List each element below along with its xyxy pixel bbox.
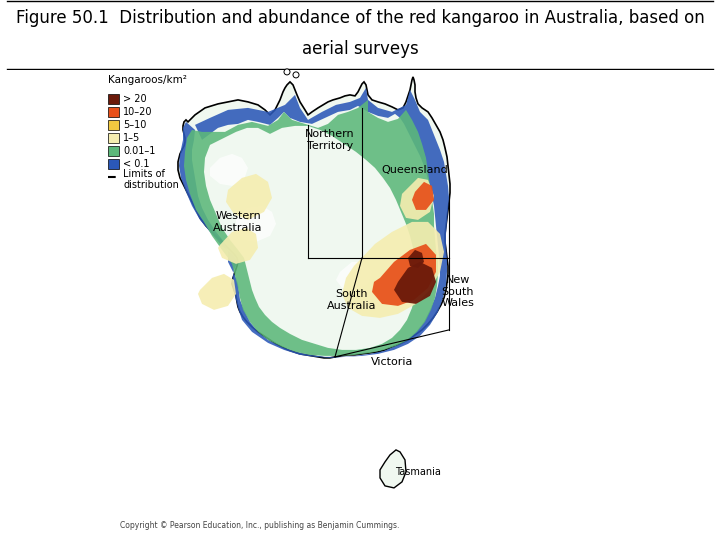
Text: Copyright © Pearson Education, Inc., publishing as Benjamin Cummings.: Copyright © Pearson Education, Inc., pub… <box>120 522 400 530</box>
Text: Figure 50.1  Distribution and abundance of the red kangaroo in Australia, based : Figure 50.1 Distribution and abundance o… <box>16 9 704 26</box>
Circle shape <box>284 69 290 75</box>
Polygon shape <box>342 222 444 318</box>
Text: Victoria: Victoria <box>371 357 413 367</box>
Polygon shape <box>412 182 434 210</box>
Text: Tasmania: Tasmania <box>395 467 441 477</box>
Bar <box>108 159 119 169</box>
Polygon shape <box>408 250 424 268</box>
Text: > 20: > 20 <box>123 94 147 104</box>
Text: Northern
Territory: Northern Territory <box>305 129 355 151</box>
Text: Western
Australia: Western Australia <box>213 211 263 233</box>
Text: Kangaroos/km²: Kangaroos/km² <box>108 75 187 85</box>
Polygon shape <box>210 154 248 186</box>
Text: aerial surveys: aerial surveys <box>302 40 418 58</box>
Text: Limits of: Limits of <box>123 169 165 179</box>
Polygon shape <box>184 100 438 356</box>
Text: New
South
Wales: New South Wales <box>441 275 474 308</box>
Text: < 0.1: < 0.1 <box>123 159 150 169</box>
Polygon shape <box>198 274 236 310</box>
Polygon shape <box>179 88 449 358</box>
Text: Queensland: Queensland <box>382 165 449 175</box>
Bar <box>108 94 119 104</box>
Text: 0.01–1: 0.01–1 <box>123 146 156 156</box>
Bar <box>108 133 119 143</box>
Polygon shape <box>400 178 434 220</box>
Polygon shape <box>218 228 258 264</box>
Text: 5–10: 5–10 <box>123 120 146 130</box>
Polygon shape <box>394 262 436 304</box>
Bar <box>108 120 119 130</box>
Polygon shape <box>236 206 276 242</box>
Polygon shape <box>380 450 406 488</box>
Text: South
Australia: South Australia <box>328 289 377 310</box>
Bar <box>108 107 119 117</box>
Polygon shape <box>372 244 436 306</box>
Polygon shape <box>178 77 450 358</box>
Text: 1–5: 1–5 <box>123 133 140 143</box>
Text: 10–20: 10–20 <box>123 107 153 117</box>
Text: distribution: distribution <box>123 180 179 190</box>
Bar <box>108 146 119 156</box>
Circle shape <box>293 72 299 78</box>
Polygon shape <box>336 262 372 290</box>
Polygon shape <box>226 174 272 220</box>
